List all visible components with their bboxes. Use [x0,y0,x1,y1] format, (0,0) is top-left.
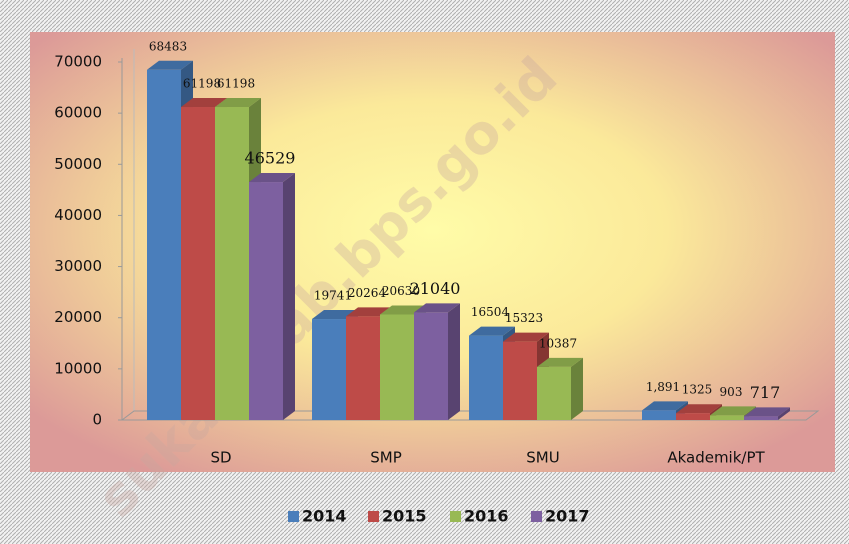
legend-label: 2017 [545,507,590,526]
legend-label: 2015 [382,507,427,526]
data-label: 68483 [149,39,187,53]
bar-top [469,326,515,336]
data-label: 1,891 [646,380,680,394]
data-label: 10387 [539,336,577,350]
data-label: 61198 [183,77,221,91]
bar [215,107,249,421]
data-label: 20264 [348,286,387,300]
bar [312,319,346,420]
bar-top [710,406,756,416]
data-label: 717 [750,383,781,402]
bar-side [448,303,460,420]
data-label: 21040 [410,279,461,298]
legend-swatch [288,511,299,522]
bar [249,182,283,420]
y-tick-label: 30000 [54,257,102,275]
bar-side [283,173,295,420]
bar [744,416,778,420]
x-tick-label: SMU [526,449,559,467]
data-label: 1325 [682,383,713,397]
bar [380,314,414,420]
legend-swatch [368,511,379,522]
bar [147,69,181,421]
x-tick-label: SMP [370,449,402,467]
data-label: 61198 [217,77,255,91]
y-tick-label: 40000 [54,206,102,224]
y-tick-label: 70000 [54,53,102,71]
bar-top [537,357,583,367]
data-label: 16504 [471,305,510,319]
data-label: 15323 [505,311,543,325]
bar [469,335,503,420]
data-label: 903 [720,385,743,399]
bar-top [503,332,549,342]
bar [676,413,710,420]
x-tick-label: Akademik/PT [667,449,765,467]
y-tick-label: 50000 [54,155,102,173]
data-label: 20630 [382,284,420,298]
y-tick-label: 20000 [54,308,102,326]
bar [537,366,571,420]
bar-top [249,173,295,183]
x-tick-label: SD [210,449,231,467]
bar [503,341,537,420]
y-tick-label: 10000 [54,359,102,377]
bar [642,410,676,420]
bar [181,107,215,421]
bar-top [414,303,460,313]
bar-top [215,98,261,108]
data-label: 19741 [314,289,352,303]
bar-top [676,404,722,414]
bar [414,312,448,420]
legend-label: 2014 [302,507,347,526]
legend-swatch [450,511,461,522]
legend-swatch [531,511,542,522]
bar-side [778,407,790,420]
bar-top [744,407,790,417]
bar-top [642,401,688,411]
bar-side [571,357,583,420]
legend-label: 2016 [464,507,509,526]
bar-top [346,307,392,317]
bar-top [147,60,193,70]
floor [120,410,820,421]
bar-top [181,98,227,108]
bar [346,316,380,420]
bar [710,415,744,420]
y-tick-label: 60000 [54,104,102,122]
data-label: 46529 [245,149,296,168]
y-tick-label: 0 [92,411,102,429]
